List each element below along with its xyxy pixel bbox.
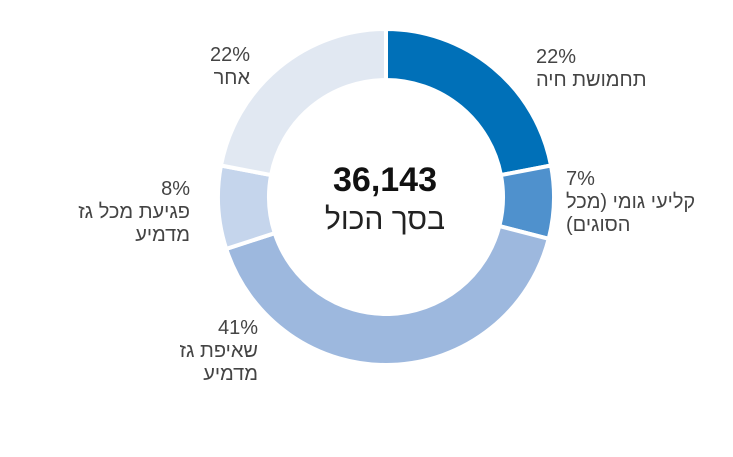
slice-percent: 41% xyxy=(217,317,258,339)
slice-name: קליעי גומי (מכל הסוגים) xyxy=(566,191,696,236)
slice-label-tear-gas-inhalation: 41% שאיפת גז מדמיע xyxy=(140,317,258,386)
donut-slice-0 xyxy=(384,26,554,178)
slice-label-other: 22% אחר xyxy=(150,44,250,90)
slice-label-tear-gas-canister: 8% פגיעת מכל גז מדמיע xyxy=(40,178,190,247)
center-block: 36,143 בסך הכול xyxy=(290,158,480,238)
slice-label-rubber-bullets: 7% קליעי גומי (מכל הסוגים) xyxy=(566,168,716,237)
slice-name: אחר xyxy=(213,67,250,89)
slice-label-live-ammunition: 22% תחמושת חיה xyxy=(536,46,676,92)
donut-slice-4 xyxy=(218,26,388,178)
slice-percent: 22% xyxy=(209,44,250,66)
slice-name: שאיפת גז מדמיע xyxy=(179,340,258,385)
slice-name: תחמושת חיה xyxy=(536,69,647,91)
total-caption: בסך הכול xyxy=(324,203,446,236)
total-value: 36,143 xyxy=(333,161,437,199)
slice-percent: 8% xyxy=(161,178,190,200)
slice-percent: 22% xyxy=(536,46,577,68)
slice-percent: 7% xyxy=(566,168,595,190)
donut-slice-2 xyxy=(223,223,552,367)
donut-slice-3 xyxy=(216,163,278,252)
slice-name: פגיעת מכל גז מדמיע xyxy=(78,201,190,246)
